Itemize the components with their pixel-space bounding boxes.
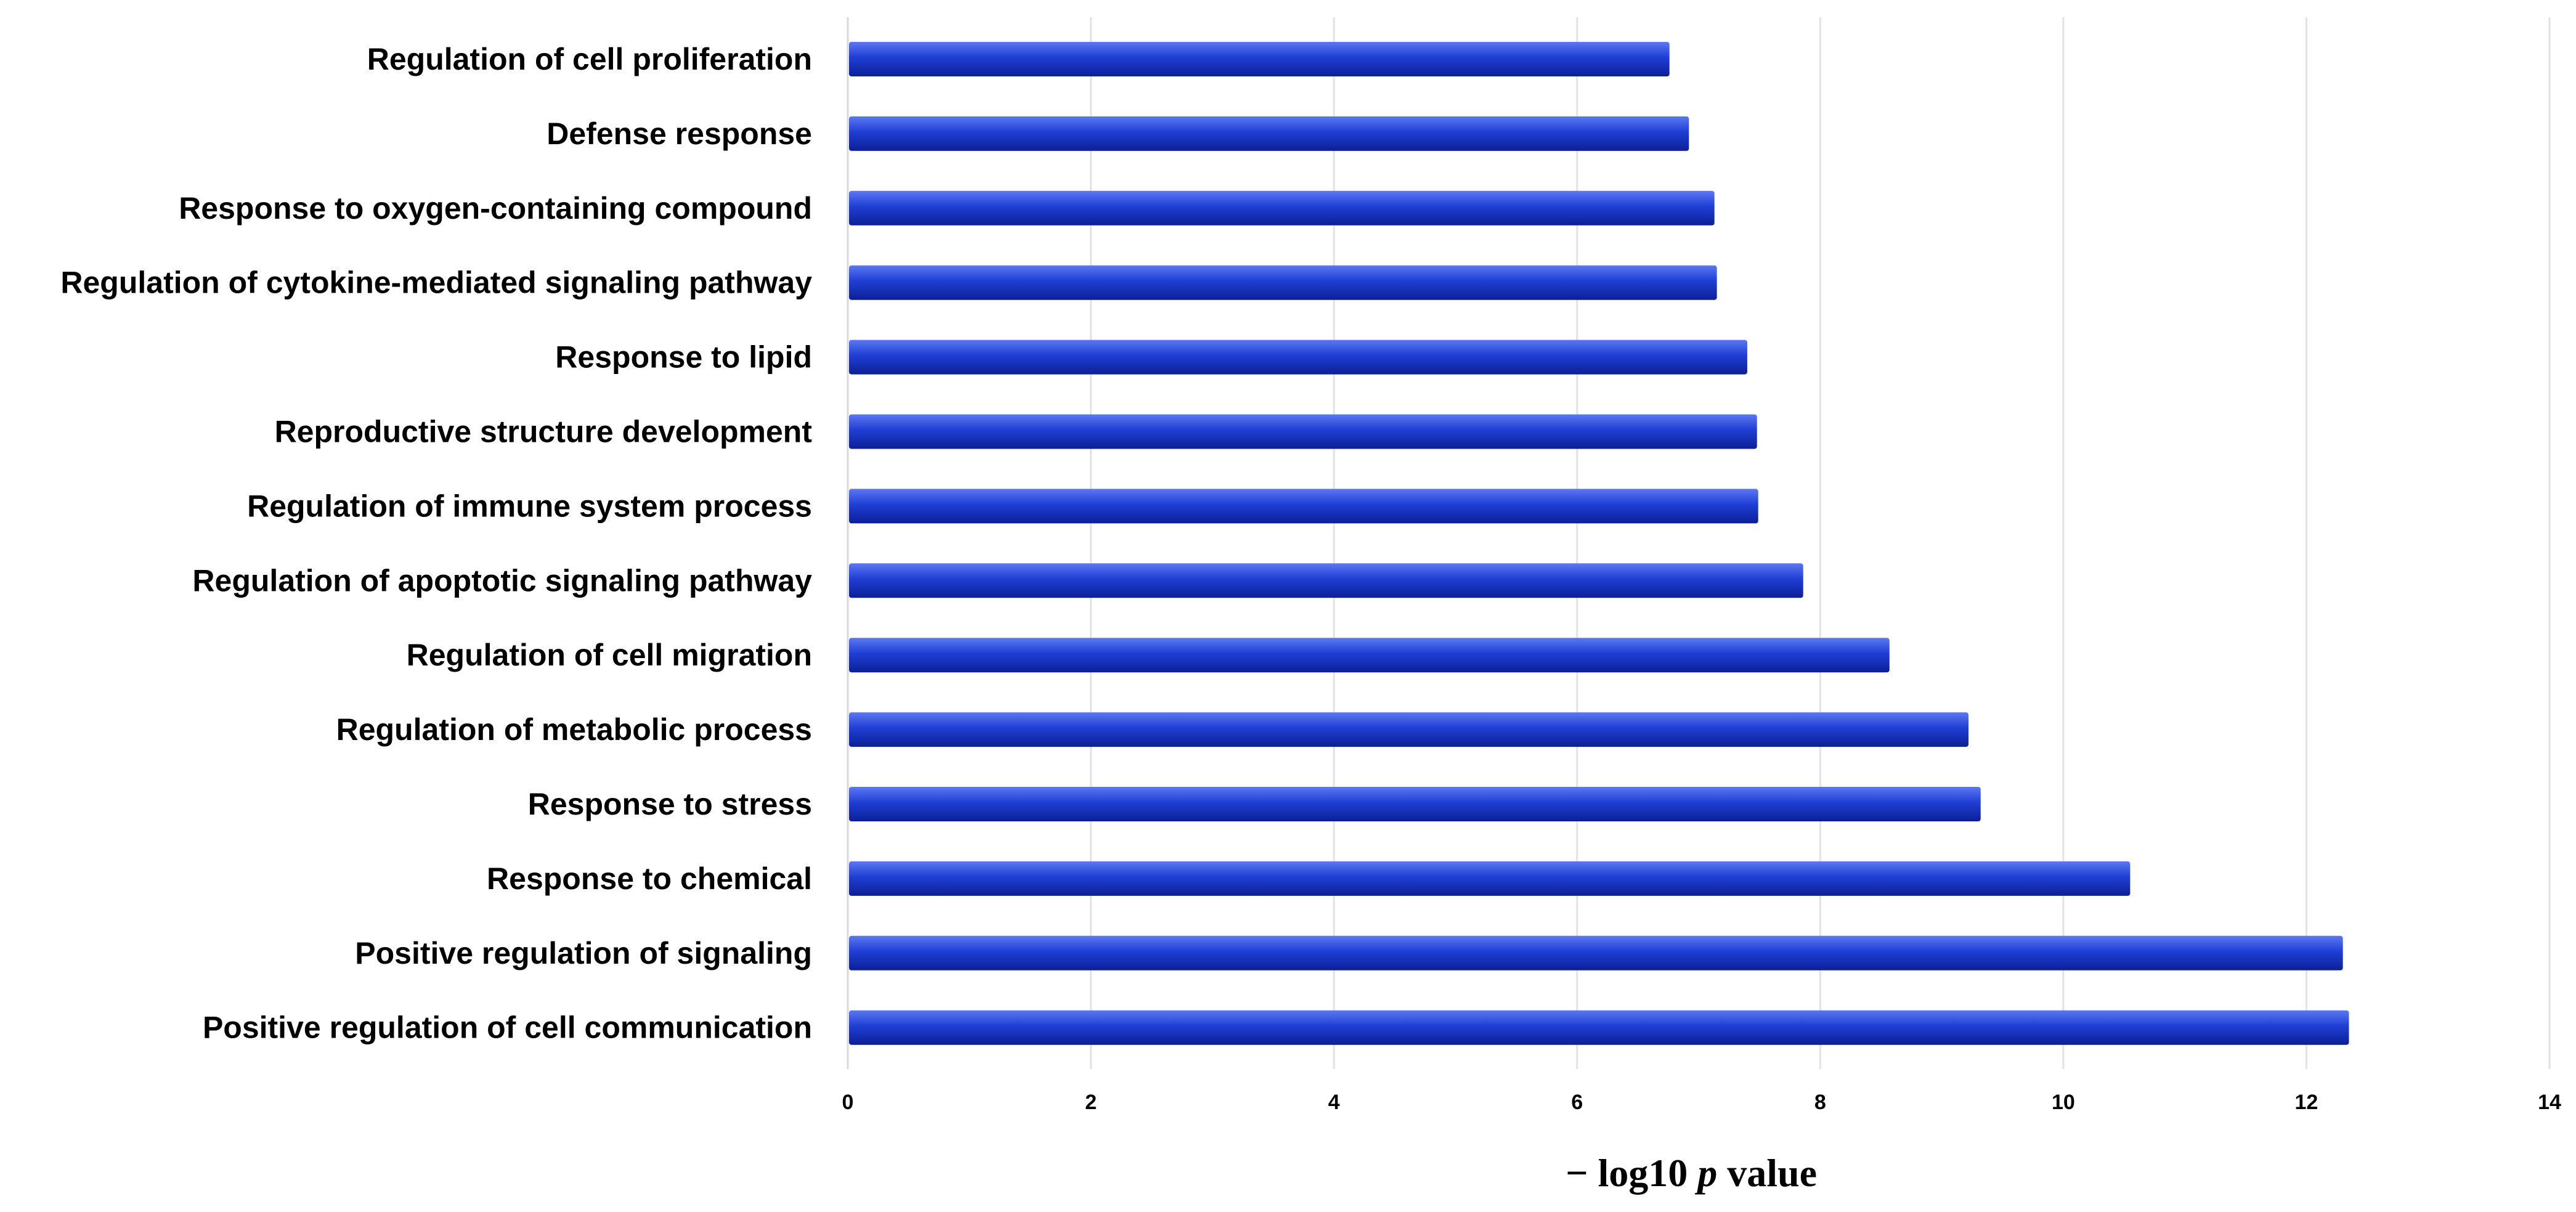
category-label: Regulation of cytokine-mediated signalin… bbox=[60, 266, 812, 300]
category-label: Regulation of cell proliferation bbox=[367, 42, 812, 76]
x-tick-label: 4 bbox=[1328, 1091, 1340, 1114]
category-label: Reproductive structure development bbox=[275, 415, 813, 449]
category-label: Positive regulation of signaling bbox=[355, 936, 812, 970]
bars bbox=[849, 42, 2349, 1045]
x-tick-labels: 0 2 4 6 8 10 12 14 bbox=[842, 1091, 2561, 1114]
category-label: Response to lipid bbox=[555, 340, 812, 375]
category-label: Regulation of apoptotic signaling pathwa… bbox=[192, 563, 812, 598]
bar bbox=[849, 116, 1689, 151]
x-tick-label: 6 bbox=[1571, 1091, 1583, 1114]
x-tick-label: 0 bbox=[842, 1091, 854, 1114]
bar bbox=[849, 414, 1757, 449]
category-label: Positive regulation of cell communicatio… bbox=[203, 1011, 812, 1045]
x-tick-label: 8 bbox=[1814, 1091, 1826, 1114]
bar bbox=[849, 935, 2343, 970]
bar bbox=[849, 861, 2131, 896]
bar bbox=[849, 190, 1715, 226]
category-label: Regulation of cell migration bbox=[407, 638, 812, 672]
category-label: Regulation of immune system process bbox=[247, 489, 812, 523]
x-axis-title: − log10 p value bbox=[1566, 1151, 1817, 1195]
bar bbox=[849, 265, 1717, 300]
x-tick-label: 2 bbox=[1085, 1091, 1097, 1114]
category-label: Response to oxygen-containing compound bbox=[179, 191, 812, 226]
category-labels: Regulation of cell proliferation Defense … bbox=[60, 42, 812, 1045]
gridlines bbox=[847, 17, 2551, 1069]
bar bbox=[849, 787, 1981, 821]
x-tick-label: 10 bbox=[2052, 1091, 2075, 1114]
category-label: Regulation of metabolic process bbox=[336, 712, 812, 747]
bar bbox=[849, 1010, 2349, 1045]
bar bbox=[849, 638, 1890, 673]
x-tick-label: 12 bbox=[2295, 1091, 2318, 1114]
category-label: Response to stress bbox=[528, 787, 812, 821]
bar bbox=[849, 712, 1969, 747]
x-tick-label: 14 bbox=[2538, 1091, 2561, 1114]
category-label: Response to chemical bbox=[487, 861, 812, 896]
bar bbox=[849, 489, 1758, 524]
category-label: Defense response bbox=[546, 116, 812, 151]
bar bbox=[849, 340, 1747, 375]
bar bbox=[849, 42, 1670, 76]
bar bbox=[849, 563, 1803, 598]
